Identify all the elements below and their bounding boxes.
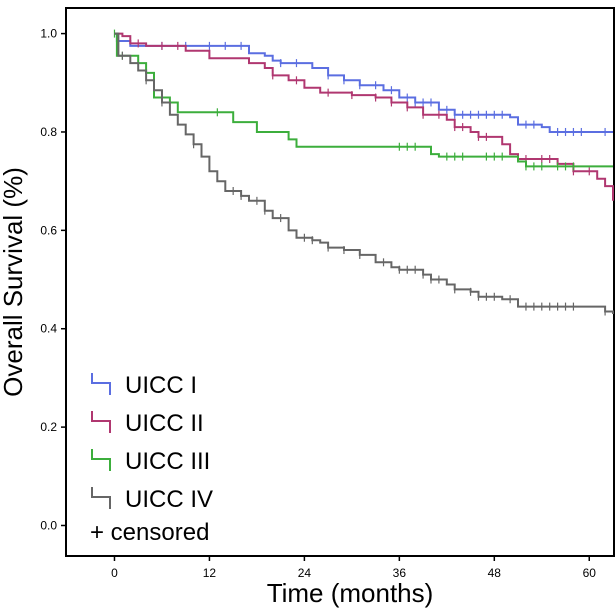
legend-label-uicc-iii: UICC III	[125, 448, 210, 475]
legend-label-uicc-i: UICC I	[125, 372, 197, 399]
legend-swatch-uicc-iv	[91, 487, 111, 509]
x-tick-label: 60	[583, 566, 597, 580]
legend-item-uicc-ii: UICC II	[91, 410, 204, 437]
series-line-uicc-iv	[114, 32, 614, 314]
y-tick-label: 1.0	[40, 27, 57, 41]
x-tick-label: 24	[298, 566, 312, 580]
y-tick-label: 0.0	[40, 518, 57, 532]
legend: UICC I UICC II UICC III UICC IV	[91, 372, 213, 513]
x-tick-label: 0	[111, 566, 118, 580]
y-tick-label: 0.2	[40, 420, 57, 434]
y-tick-label: 0.8	[40, 125, 57, 139]
y-tick-label: 0.6	[40, 223, 57, 237]
series-line-uicc-i	[114, 32, 613, 133]
legend-swatch-uicc-iii	[91, 449, 111, 471]
series-line-uicc-ii	[114, 32, 614, 201]
x-tick-label: 36	[393, 566, 407, 580]
y-axis: 0.0 0.2 0.4 0.6 0.8 1.0	[40, 27, 67, 532]
series-layer	[113, 29, 614, 316]
legend-item-uicc-iv: UICC IV	[91, 486, 213, 513]
series-uicc-iv	[114, 32, 614, 316]
x-tick-label: 48	[488, 566, 502, 580]
y-tick-label: 0.4	[40, 322, 57, 336]
censored-legend-label: + censored	[90, 519, 209, 546]
series-uicc-ii	[114, 32, 614, 201]
series-line-uicc-iii	[114, 32, 613, 168]
plot-frame	[65, 7, 615, 557]
legend-item-uicc-iii: UICC III	[91, 448, 210, 475]
x-axis: 0 12 24 36 48 60	[111, 555, 596, 580]
legend-label-uicc-ii: UICC II	[125, 410, 204, 437]
legend-swatch-uicc-ii	[91, 411, 111, 433]
legend-label-uicc-iv: UICC IV	[125, 486, 213, 513]
series-uicc-i	[114, 32, 613, 136]
y-axis-title: Overall Survival (%)	[0, 167, 28, 397]
x-tick-label: 12	[203, 566, 217, 580]
x-axis-title: Time (months)	[267, 578, 434, 608]
legend-swatch-uicc-i	[91, 373, 111, 395]
legend-item-uicc-i: UICC I	[91, 372, 197, 399]
